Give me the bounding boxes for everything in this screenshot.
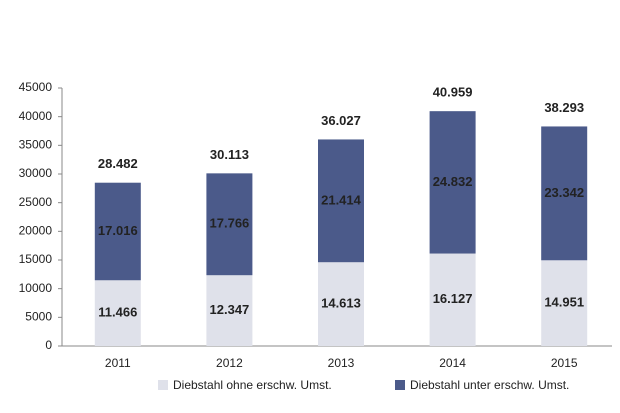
bar-segment [429, 111, 476, 254]
bar-segment [318, 262, 364, 346]
x-tick-label: 2012 [216, 356, 243, 370]
value-label: 23.342 [544, 185, 584, 200]
legend-label: Diebstahl ohne erschw. Umst. [173, 378, 332, 392]
value-label: 14.613 [321, 296, 361, 311]
bar-segment [541, 260, 588, 346]
value-label: 14.951 [544, 295, 584, 310]
bar-segment [318, 139, 364, 263]
total-label: 40.959 [433, 85, 473, 100]
bar-segment [94, 182, 141, 281]
value-label: 11.466 [98, 305, 137, 320]
total-label: 30.113 [210, 147, 249, 162]
x-tick-label: 2011 [105, 356, 131, 370]
bar-segment [206, 173, 253, 276]
y-tick-label: 45000 [19, 80, 53, 94]
value-label: 17.766 [210, 216, 250, 231]
y-tick-label: 0 [45, 338, 52, 352]
total-label: 28.482 [98, 156, 138, 171]
legend-swatch [158, 380, 168, 390]
x-tick-label: 2013 [328, 356, 355, 370]
value-label: 21.414 [321, 192, 362, 207]
total-label: 36.027 [321, 113, 361, 128]
legend-label: Diebstahl unter erschw. Umst. [410, 378, 569, 392]
value-label: 17.016 [98, 223, 138, 238]
y-tick-label: 5000 [25, 310, 52, 324]
y-tick-label: 10000 [19, 281, 53, 295]
x-tick-label: 2014 [439, 356, 466, 370]
value-label: 24.832 [433, 174, 473, 189]
bar-segment [94, 280, 141, 346]
x-tick-label: 2015 [551, 356, 578, 370]
y-tick-label: 30000 [19, 166, 53, 180]
bar-segment [541, 126, 588, 261]
y-tick-label: 15000 [19, 252, 53, 266]
value-label: 16.127 [433, 291, 473, 306]
y-tick-label: 40000 [19, 109, 53, 123]
y-tick-label: 35000 [19, 138, 53, 152]
total-label: 38.293 [544, 100, 584, 115]
bar-segment [429, 253, 476, 346]
bar-segment [206, 275, 253, 346]
y-tick-label: 25000 [19, 195, 53, 209]
value-label: 12.347 [210, 302, 250, 317]
legend-swatch [395, 380, 405, 390]
y-tick-label: 20000 [19, 224, 53, 238]
